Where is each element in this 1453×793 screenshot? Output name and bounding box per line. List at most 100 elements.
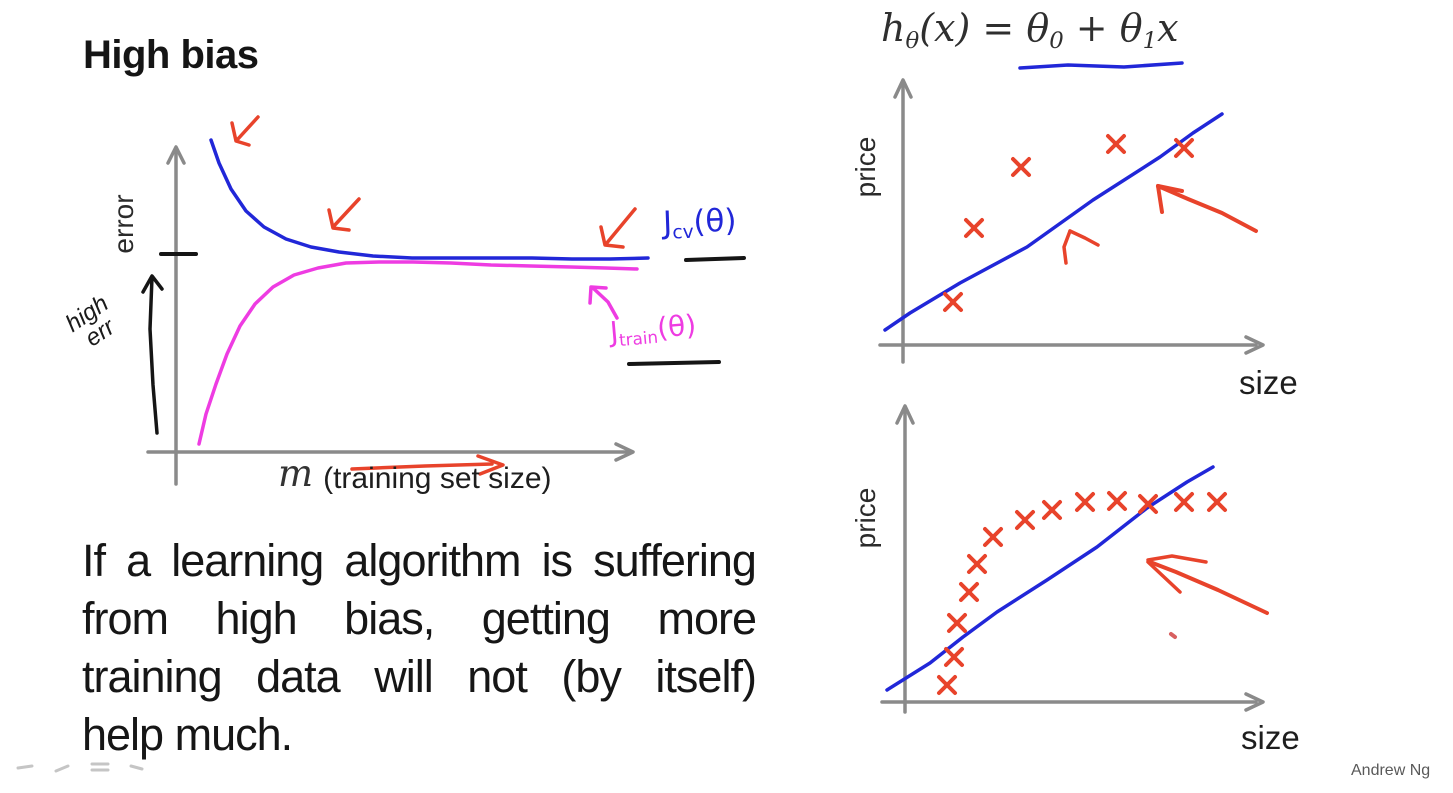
slide-title: High bias <box>83 33 259 77</box>
word: suffering <box>593 535 757 586</box>
bottom-red-dot <box>1169 632 1177 639</box>
red-arrow-curve-start-head <box>230 121 251 147</box>
word: is <box>541 535 573 586</box>
learning-curve-series-0 <box>209 138 650 261</box>
red-arrow-curve-mid-head <box>327 208 351 232</box>
lc-y-axis-arrowhead <box>166 145 186 165</box>
fit-plot-top-x-mark <box>1174 138 1194 158</box>
top-big-arrow-tail <box>1156 184 1258 233</box>
red-arrow-curve-start-stem <box>235 115 260 142</box>
ghost-mark-1 <box>16 764 34 770</box>
ghost-mark-2 <box>54 764 70 773</box>
legend-jcv: Jcv(θ) <box>662 203 737 244</box>
fit-plot-top-x-mark <box>1011 157 1031 177</box>
legend-jcv-sub: cv <box>672 221 695 244</box>
formula-theta1-subscript: 1 <box>1142 27 1158 54</box>
xlabel-description: (training set size) <box>323 462 552 495</box>
word: will <box>374 651 433 702</box>
hypothesis-formula: hθ(x) = θ0 + θ1x <box>881 6 1179 54</box>
body-paragraph: If a learning algorithm is suffering from high… <box>82 532 757 764</box>
fit-plot-bottom-x-mark <box>1107 491 1127 511</box>
body-line-4: help much. <box>82 709 293 760</box>
xlabel-arrow-stem <box>350 462 494 471</box>
fit-plot-bottom-x-mark <box>1015 510 1035 530</box>
word: learning <box>171 535 324 586</box>
top-big-arrow-wing-down <box>1156 184 1164 214</box>
word: If <box>82 535 106 586</box>
word: not <box>467 651 528 702</box>
word: from <box>82 593 169 644</box>
formula-arg: (x) <box>919 6 971 50</box>
top-x-axis-arrowhead <box>1244 335 1265 355</box>
formula-h: h <box>881 6 906 50</box>
word: algorithm <box>344 535 521 586</box>
word: bias, <box>344 593 435 644</box>
fit-plot-bottom-x-mark <box>1138 494 1158 514</box>
xlabel-arrow-head <box>476 454 505 476</box>
fit-plot-bottom-fit-line <box>885 465 1215 692</box>
body-line-1: If a learning algorithm is suffering <box>82 532 757 590</box>
top-small-arrow-right-stroke <box>1068 229 1100 247</box>
fit-plot-bottom-x-mark <box>1042 500 1062 520</box>
legend-jcv-arg: (θ) <box>692 202 738 241</box>
bottom-x-axis-arrowhead <box>1244 692 1265 712</box>
fit-plot-bottom-x-mark <box>1207 492 1227 512</box>
fit-plot-bottom-x-mark <box>1174 492 1194 512</box>
word: getting <box>481 593 611 644</box>
jtrain-underline <box>627 360 721 366</box>
formula-plus: + <box>1063 6 1120 50</box>
formula-equals: = <box>970 6 1027 50</box>
fit-plot-bottom-x-mark <box>947 613 967 633</box>
learning-curve-series-1 <box>197 260 639 446</box>
body-line-2: from high bias, getting more <box>82 590 757 648</box>
jtrain-arrow-head <box>588 285 608 305</box>
bottom-y-axis-arrowhead <box>895 404 915 425</box>
word: a <box>126 535 151 586</box>
word: itself) <box>655 651 757 702</box>
word: more <box>657 593 757 644</box>
lc-x-axis-arrowhead <box>614 442 635 462</box>
body-line-3: training data will not (by itself) <box>82 648 757 706</box>
bottom-arrow-tail <box>1148 560 1269 615</box>
formula-underline <box>1018 61 1184 70</box>
formula-theta0: θ <box>1026 6 1050 50</box>
fit-plot-bottom-x-mark <box>937 675 957 695</box>
top-y-axis-arrowhead <box>893 78 913 99</box>
bottom-plot-ylabel: price <box>850 487 881 549</box>
red-arrow-curve-mid-stem <box>331 197 361 229</box>
learning-curve-ylabel: error <box>108 194 139 254</box>
red-arrow-curve-end-head <box>599 225 625 249</box>
formula-theta0-subscript: 0 <box>1049 27 1064 54</box>
fit-plot-top-x-mark <box>943 292 963 312</box>
fit-plot-bottom-x-mark <box>983 527 1003 547</box>
xlabel-variable: m <box>278 452 314 495</box>
jtrain-arrow-stem <box>591 286 619 320</box>
formula-h-subscript: θ <box>905 27 920 54</box>
top-small-arrow-left-stroke <box>1062 229 1072 265</box>
word: (by <box>561 651 622 702</box>
bottom-plot-xlabel: size <box>1241 719 1300 756</box>
attribution: Andrew Ng <box>1351 762 1431 779</box>
formula-x: x <box>1157 6 1179 50</box>
legend-jtrain-arg: (θ) <box>655 308 698 345</box>
fit-plot-top-x-mark <box>1106 134 1126 154</box>
fit-plot-bottom-x-mark <box>944 647 964 667</box>
high-err-arrow-head <box>141 274 164 294</box>
word: data <box>256 651 341 702</box>
ghost-mark-4 <box>129 764 144 771</box>
top-plot-ylabel: price <box>850 136 881 198</box>
fit-plot-bottom-x-mark <box>967 554 987 574</box>
fit-plot-bottom-x-mark <box>959 582 979 602</box>
fit-plot-bottom-x-mark <box>1075 492 1095 512</box>
high-err-arrow-stem <box>148 275 159 435</box>
red-arrow-curve-end-stem <box>604 207 637 246</box>
word: high <box>215 593 298 644</box>
learning-curve-xlabel: m (training set size) <box>278 452 552 495</box>
top-big-arrow-wing-right <box>1156 184 1184 193</box>
fit-plot-top-x-mark <box>964 218 984 238</box>
legend-jtrain-sub: train <box>618 326 659 351</box>
fit-plot-top-fit-line <box>883 112 1224 332</box>
jcv-underline <box>684 256 746 262</box>
